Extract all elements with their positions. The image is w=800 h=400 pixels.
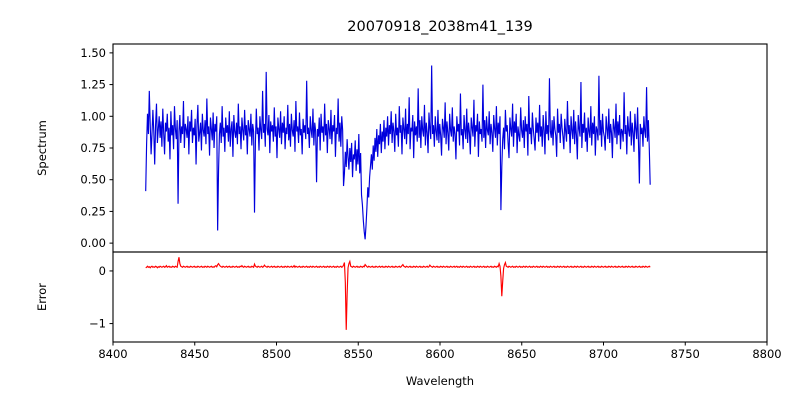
x-tick-label: 8500 <box>262 347 291 361</box>
error-data-line <box>145 257 651 330</box>
x-tick-label: 8600 <box>425 347 454 361</box>
x-axis-label: Wavelength <box>406 374 474 388</box>
spectrum-panel: 0.00 0.25 0.50 0.75 1.00 1.25 1.50 Spectrum <box>35 43 768 253</box>
page-title: 20070918_2038m41_139 <box>347 19 532 35</box>
spectrum-y-tick-label: 1.25 <box>80 78 106 92</box>
error-y-tick-label: 0 <box>99 264 106 278</box>
spectrum-y-tick-label: 1.50 <box>80 46 106 60</box>
x-tick-label: 8800 <box>752 347 781 361</box>
spectrum-y-tick-label: 0.50 <box>80 173 106 187</box>
error-y-ticks: 0 −1 <box>89 264 113 331</box>
x-tick-label: 8650 <box>507 347 536 361</box>
spectrum-y-tick-label: 0.25 <box>80 204 106 218</box>
spectrum-y-tick-label: 1.00 <box>80 109 106 123</box>
x-tick-label: 8400 <box>98 347 127 361</box>
spectrum-axis-label: Spectrum <box>35 120 49 176</box>
error-y-tick-label: −1 <box>89 317 106 331</box>
x-tick-label: 8550 <box>344 347 373 361</box>
x-tick-label: 8750 <box>671 347 700 361</box>
x-tick-label: 8700 <box>589 347 618 361</box>
spectrum-y-tick-label: 0.00 <box>80 236 106 250</box>
spectrum-y-ticks: 0.00 0.25 0.50 0.75 1.00 1.25 1.50 <box>80 46 113 250</box>
x-tick-label: 8450 <box>180 347 209 361</box>
error-axis-label: Error <box>35 283 49 311</box>
spectrum-data-line <box>145 65 651 240</box>
x-axis-ticks: 8400 8450 8500 8550 8600 8650 8700 8750 8800 <box>98 342 782 361</box>
spectrum-y-tick-label: 0.75 <box>80 141 106 155</box>
